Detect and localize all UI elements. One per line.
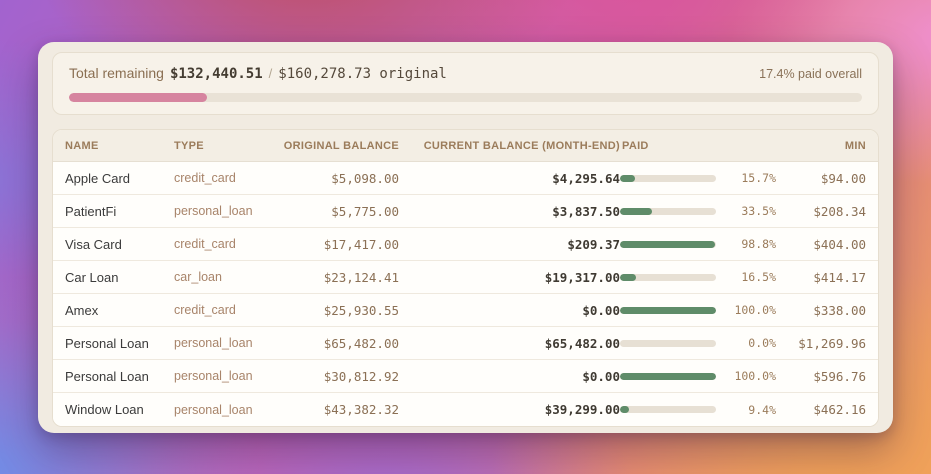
cell-type: credit_card [174, 171, 236, 185]
cell-min: $208.34 [813, 203, 866, 219]
cell-name: Window Loan [65, 402, 144, 417]
paid-percent-label: 98.8% [741, 237, 776, 251]
cell-name: Visa Card [65, 236, 122, 252]
cell-current-balance: $3,837.50 [552, 203, 620, 219]
cell-type: personal_loan [174, 402, 253, 417]
cell-original-balance: $30,812.92 [323, 368, 399, 384]
cell-type: credit_card [174, 237, 236, 251]
paid-percent-label: 0.0% [748, 336, 776, 350]
paid-bar-track [620, 207, 716, 215]
cell-type: personal_loan [174, 369, 253, 383]
cell-current-balance: $4,295.64 [552, 170, 620, 186]
cell-name: Personal Loan [65, 368, 149, 384]
paid-percent-label: 9.4% [748, 402, 776, 417]
table-row: Window Loan personal_loan $43,382.32 $39… [53, 393, 878, 426]
paid-bar-fill [620, 306, 716, 314]
cell-name: Amex [65, 302, 99, 318]
column-header-current-balance: CURRENT BALANCE (MONTH-END) [423, 139, 620, 152]
paid-bar-fill [620, 406, 630, 413]
paid-bar-track [620, 273, 716, 281]
debt-dashboard-card: Total remaining $132,440.51 / $160,278.7… [38, 42, 893, 433]
paid-bar-track [620, 372, 716, 380]
cell-type: credit_card [174, 303, 236, 317]
cell-current-balance: $0.00 [582, 368, 620, 384]
column-header-original-balance: ORIGINAL BALANCE [283, 139, 399, 152]
paid-bar-fill [620, 372, 716, 380]
paid-overall-label: 17.4% paid overall [759, 67, 862, 81]
cell-original-balance: $43,382.32 [323, 402, 399, 417]
amount-separator: / [268, 66, 273, 81]
paid-bar-fill [620, 240, 715, 248]
cell-type: personal_loan [174, 336, 253, 350]
column-header-name: NAME [65, 139, 99, 152]
paid-bar-fill [620, 273, 636, 281]
cell-paid: 16.5% [620, 270, 792, 284]
paid-bar-fill [620, 207, 653, 215]
cell-paid: 98.8% [620, 237, 792, 251]
paid-percent-label: 33.5% [741, 204, 776, 218]
cell-paid: 33.5% [620, 204, 792, 218]
total-remaining-value: $132,440.51 [169, 66, 263, 82]
paid-bar-track [620, 406, 716, 413]
paid-bar-track [620, 306, 716, 314]
table-row: Apple Card credit_card $5,098.00 $4,295.… [53, 162, 878, 195]
cell-paid: 0.0% [620, 336, 792, 350]
cell-type: car_loan [174, 270, 222, 284]
cell-type: personal_loan [174, 204, 253, 218]
cell-current-balance: $65,482.00 [544, 335, 620, 351]
cell-original-balance: $23,124.41 [323, 269, 399, 285]
table-row: Amex credit_card $25,930.55 $0.00 100.0%… [53, 294, 878, 327]
original-total-value: $160,278.73 original [278, 66, 447, 82]
table-header-row: NAME TYPE ORIGINAL BALANCE CURRENT BALAN… [53, 130, 878, 162]
paid-bar-track [620, 339, 716, 347]
column-header-min: MIN [844, 139, 866, 152]
summary-text-row: Total remaining $132,440.51 / $160,278.7… [69, 65, 862, 82]
paid-percent-label: 16.5% [741, 270, 776, 284]
total-remaining-label: Total remaining [69, 65, 164, 81]
debts-table: NAME TYPE ORIGINAL BALANCE CURRENT BALAN… [52, 129, 879, 427]
cell-original-balance: $25,930.55 [323, 302, 399, 318]
cell-name: PatientFi [65, 203, 117, 219]
cell-name: Personal Loan [65, 335, 149, 351]
cell-min: $338.00 [813, 302, 866, 318]
cell-paid: 9.4% [620, 403, 792, 417]
cell-paid: 100.0% [620, 303, 792, 317]
cell-paid: 100.0% [620, 369, 792, 383]
paid-percent-label: 100.0% [734, 369, 776, 383]
table-body: Apple Card credit_card $5,098.00 $4,295.… [53, 162, 878, 426]
overall-progress-track [69, 93, 862, 102]
summary-panel: Total remaining $132,440.51 / $160,278.7… [52, 52, 879, 115]
paid-percent-label: 100.0% [734, 303, 776, 317]
cell-name: Car Loan [65, 269, 119, 285]
overall-progress-fill [69, 93, 207, 102]
cell-min: $404.00 [813, 236, 866, 252]
cell-original-balance: $5,098.00 [331, 170, 399, 186]
table-row: PatientFi personal_loan $5,775.00 $3,837… [53, 195, 878, 228]
paid-bar-track [620, 174, 716, 182]
cell-min: $1,269.96 [798, 335, 866, 351]
summary-totals: Total remaining $132,440.51 / $160,278.7… [69, 65, 447, 82]
cell-min: $462.16 [813, 402, 866, 417]
column-header-type: TYPE [174, 139, 204, 152]
cell-min: $414.17 [813, 269, 866, 285]
cell-original-balance: $65,482.00 [323, 335, 399, 351]
cell-current-balance: $209.37 [567, 236, 620, 252]
table-row: Car Loan car_loan $23,124.41 $19,317.00 … [53, 261, 878, 294]
cell-current-balance: $19,317.00 [544, 269, 620, 285]
paid-percent-label: 15.7% [741, 171, 776, 185]
cell-original-balance: $17,417.00 [323, 236, 399, 252]
column-header-paid: PAID [622, 139, 649, 152]
table-row: Personal Loan personal_loan $65,482.00 $… [53, 327, 878, 360]
cell-min: $596.76 [813, 368, 866, 384]
cell-min: $94.00 [820, 170, 866, 186]
cell-name: Apple Card [65, 170, 131, 186]
cell-paid: 15.7% [620, 171, 792, 185]
paid-bar-track [620, 240, 716, 248]
cell-current-balance: $39,299.00 [544, 402, 620, 417]
table-row: Visa Card credit_card $17,417.00 $209.37… [53, 228, 878, 261]
paid-bar-fill [620, 174, 636, 182]
cell-current-balance: $0.00 [582, 302, 620, 318]
cell-original-balance: $5,775.00 [331, 203, 399, 219]
table-row: Personal Loan personal_loan $30,812.92 $… [53, 360, 878, 393]
